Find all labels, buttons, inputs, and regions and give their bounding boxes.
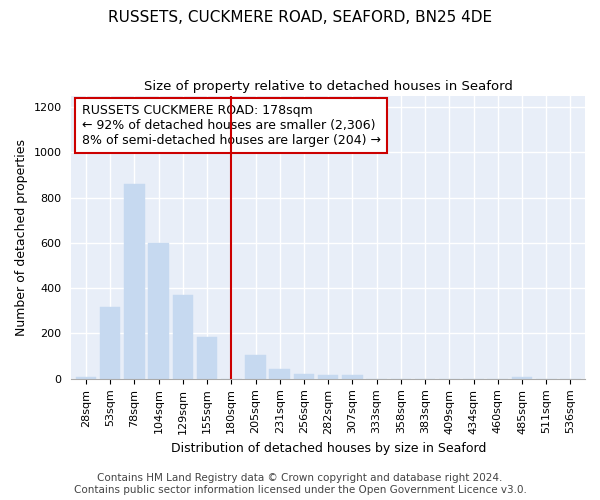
Bar — [124, 184, 145, 379]
Y-axis label: Number of detached properties: Number of detached properties — [15, 138, 28, 336]
Bar — [148, 243, 169, 379]
Text: Contains HM Land Registry data © Crown copyright and database right 2024.
Contai: Contains HM Land Registry data © Crown c… — [74, 474, 526, 495]
Bar — [318, 376, 338, 379]
Bar — [197, 337, 217, 379]
Text: RUSSETS CUCKMERE ROAD: 178sqm
← 92% of detached houses are smaller (2,306)
8% of: RUSSETS CUCKMERE ROAD: 178sqm ← 92% of d… — [82, 104, 380, 147]
Bar — [100, 308, 121, 379]
X-axis label: Distribution of detached houses by size in Seaford: Distribution of detached houses by size … — [170, 442, 486, 455]
Bar — [293, 374, 314, 379]
Bar — [76, 376, 96, 379]
Bar — [269, 368, 290, 379]
Bar — [245, 355, 266, 379]
Title: Size of property relative to detached houses in Seaford: Size of property relative to detached ho… — [144, 80, 512, 93]
Text: RUSSETS, CUCKMERE ROAD, SEAFORD, BN25 4DE: RUSSETS, CUCKMERE ROAD, SEAFORD, BN25 4D… — [108, 10, 492, 25]
Bar — [342, 376, 363, 379]
Bar — [173, 295, 193, 379]
Bar — [512, 376, 532, 379]
